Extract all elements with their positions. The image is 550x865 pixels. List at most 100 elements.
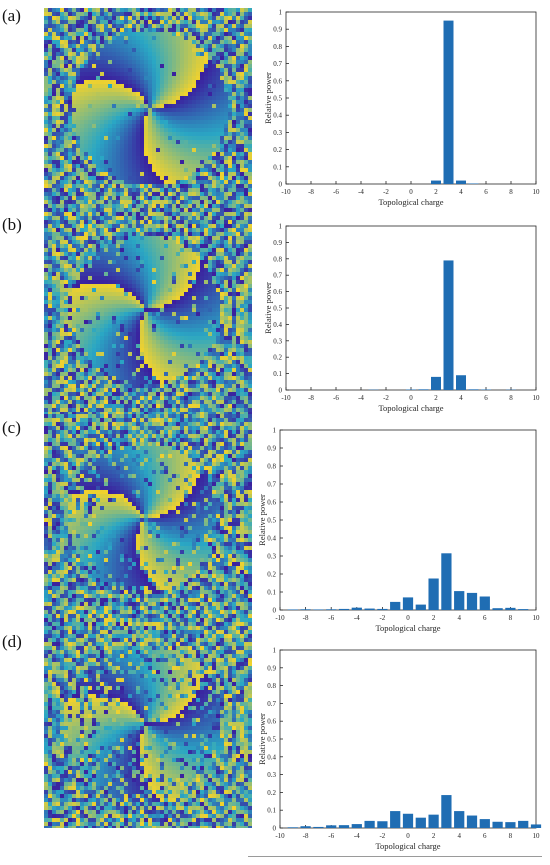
y-tick-label: 0.8 bbox=[267, 463, 276, 471]
bar bbox=[479, 819, 490, 828]
x-tick-label: 10 bbox=[533, 614, 541, 622]
x-tick-label: 2 bbox=[434, 394, 438, 402]
y-tick-label: 0.1 bbox=[273, 163, 282, 171]
bar bbox=[428, 814, 439, 828]
x-axis-label: Topological charge bbox=[378, 197, 443, 207]
x-tick-label: -6 bbox=[333, 394, 339, 402]
bar bbox=[468, 183, 479, 184]
x-tick-label: -6 bbox=[333, 188, 339, 196]
bar bbox=[415, 817, 426, 828]
bar bbox=[377, 608, 388, 610]
bar bbox=[338, 608, 350, 610]
phase-svg bbox=[44, 626, 252, 828]
bar bbox=[313, 826, 324, 828]
x-tick-label: 2 bbox=[432, 832, 436, 840]
x-tick-label: -8 bbox=[308, 394, 314, 402]
y-tick-label: 0 bbox=[279, 387, 283, 395]
y-tick-label: 0.5 bbox=[267, 736, 276, 744]
bar bbox=[402, 813, 414, 828]
y-tick-label: 0.7 bbox=[267, 700, 276, 708]
y-tick-label: 0.4 bbox=[267, 535, 276, 543]
x-axis-label: Topological charge bbox=[375, 841, 440, 851]
bar bbox=[443, 20, 454, 184]
y-tick-label: 0.5 bbox=[273, 95, 282, 103]
phase-image-c bbox=[44, 414, 252, 626]
y-tick-label: 0.7 bbox=[273, 60, 282, 68]
chart-svg: 0 0.1 0.2 0.3 0.4 0.5 0.6 0.7 0.8 0.9 1 -10 -8 -6 -4 -2… bbox=[257, 427, 541, 634]
y-tick-label: 0.2 bbox=[273, 146, 282, 154]
y-tick-label: 0.9 bbox=[267, 445, 276, 453]
bar-chart-b: 0 0.1 0.2 0.3 0.4 0.5 0.6 0.7 0.8 0.9 1 -10 -8 -6 -4 -2… bbox=[262, 218, 542, 420]
phase-image-a bbox=[44, 8, 252, 208]
bar bbox=[431, 376, 441, 390]
y-tick-label: 0.1 bbox=[267, 589, 276, 597]
plot-frame bbox=[279, 649, 537, 829]
x-tick-label: 4 bbox=[459, 188, 463, 196]
y-tick-label: 1 bbox=[273, 427, 277, 435]
y-tick-label: 0.2 bbox=[273, 354, 282, 362]
x-tick-label: -2 bbox=[383, 394, 389, 402]
y-tick-label: 0.6 bbox=[267, 718, 276, 726]
bar bbox=[402, 597, 414, 610]
bar bbox=[518, 609, 529, 610]
x-tick-label: 0 bbox=[406, 614, 410, 622]
y-tick-label: 0.8 bbox=[273, 255, 282, 263]
x-tick-label: 4 bbox=[459, 394, 463, 402]
bar bbox=[454, 591, 465, 610]
x-tick-label: 6 bbox=[483, 614, 487, 622]
bar bbox=[441, 795, 452, 828]
bar bbox=[326, 609, 337, 610]
x-axis-label: Topological charge bbox=[375, 623, 440, 633]
bar bbox=[287, 827, 298, 828]
bar bbox=[466, 592, 478, 610]
bar bbox=[300, 826, 311, 828]
y-tick-label: 0.2 bbox=[267, 571, 276, 579]
y-tick-label: 1 bbox=[279, 223, 283, 231]
bar bbox=[454, 811, 465, 828]
bar bbox=[441, 553, 452, 610]
bar bbox=[456, 180, 466, 184]
panel-label-b: (b) bbox=[2, 215, 22, 234]
x-tick-label: 0 bbox=[406, 832, 410, 840]
y-tick-label: 0.4 bbox=[273, 321, 282, 329]
bar bbox=[377, 821, 388, 828]
y-tick-label: 0.9 bbox=[273, 239, 282, 247]
y-axis-label: Relative power bbox=[257, 713, 267, 765]
bar bbox=[364, 820, 375, 828]
bar bbox=[431, 180, 441, 184]
x-tick-label: 2 bbox=[434, 188, 438, 196]
bar bbox=[468, 389, 479, 390]
y-tick-label: 0.3 bbox=[267, 553, 276, 561]
y-tick-label: 0.9 bbox=[267, 664, 276, 672]
bar bbox=[492, 608, 503, 610]
bar bbox=[300, 609, 311, 610]
x-tick-label: 6 bbox=[484, 188, 488, 196]
bar bbox=[390, 601, 401, 610]
y-tick-label: 0.9 bbox=[273, 26, 282, 34]
bar bbox=[418, 389, 429, 390]
panel-label-d: (d) bbox=[2, 632, 22, 651]
bar-chart-c: 0 0.1 0.2 0.3 0.4 0.5 0.6 0.7 0.8 0.9 1 -10 -8 -6 -4 -2… bbox=[256, 422, 542, 640]
x-tick-label: -2 bbox=[383, 188, 389, 196]
y-tick-label: 0.8 bbox=[267, 682, 276, 690]
chart-svg: 0 0.1 0.2 0.3 0.4 0.5 0.6 0.7 0.8 0.9 1 -10 -8 -6 -4 -2… bbox=[263, 223, 541, 414]
x-tick-label: 8 bbox=[509, 394, 513, 402]
y-tick-label: 1 bbox=[279, 9, 283, 17]
x-tick-label: -10 bbox=[281, 188, 291, 196]
bar bbox=[338, 825, 350, 828]
x-tick-label: 6 bbox=[484, 394, 488, 402]
x-tick-label: -4 bbox=[358, 188, 364, 196]
y-tick-label: 0.2 bbox=[267, 789, 276, 797]
y-tick-label: 0 bbox=[273, 825, 277, 833]
x-tick-label: -8 bbox=[308, 188, 314, 196]
x-tick-label: 10 bbox=[533, 832, 541, 840]
y-axis-label: Relative power bbox=[263, 282, 273, 334]
bar bbox=[390, 811, 401, 828]
x-tick-label: 10 bbox=[533, 394, 541, 402]
chart-svg: 0 0.1 0.2 0.3 0.4 0.5 0.6 0.7 0.8 0.9 1 -10 -8 -6 -4 -2… bbox=[263, 9, 540, 208]
y-tick-label: 0.5 bbox=[267, 517, 276, 525]
y-tick-label: 1 bbox=[273, 647, 277, 655]
bar bbox=[351, 607, 362, 610]
bar bbox=[456, 375, 466, 390]
x-tick-label: -2 bbox=[379, 832, 385, 840]
